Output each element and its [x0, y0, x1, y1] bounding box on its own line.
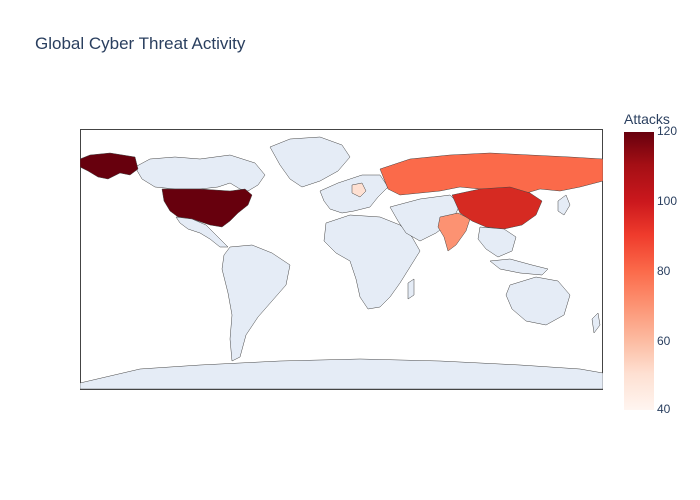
country-india[interactable] [437, 212, 471, 252]
colorbar-tick-60: 60 [657, 334, 671, 348]
country-russia[interactable] [379, 152, 603, 196]
southeast-asia[interactable] [477, 226, 517, 258]
colorbar-tick-80: 80 [657, 264, 671, 278]
new-zealand[interactable] [591, 312, 601, 334]
canada[interactable] [134, 154, 266, 192]
country-germany[interactable] [351, 182, 367, 198]
japan[interactable] [557, 194, 571, 216]
colorbar-tick-120: 120 [657, 124, 678, 138]
madagascar[interactable] [407, 278, 415, 300]
australia[interactable] [505, 276, 571, 326]
colorbar-title: Attacks [624, 111, 670, 127]
south-america[interactable] [221, 244, 291, 362]
world-map[interactable] [80, 129, 603, 390]
country-usa[interactable] [161, 188, 253, 228]
indonesia[interactable] [489, 258, 549, 276]
mexico[interactable] [175, 216, 229, 248]
antarctica[interactable] [80, 358, 603, 390]
greenland[interactable] [269, 136, 351, 188]
chart-title: Global Cyber Threat Activity [35, 34, 246, 53]
country-alaska[interactable] [80, 152, 139, 180]
colorbar-tick-40: 40 [657, 402, 671, 416]
africa[interactable] [323, 214, 421, 310]
colorbar-tick-100: 100 [657, 194, 678, 208]
country-china[interactable] [451, 186, 543, 230]
colorbar-ramp [624, 132, 654, 410]
